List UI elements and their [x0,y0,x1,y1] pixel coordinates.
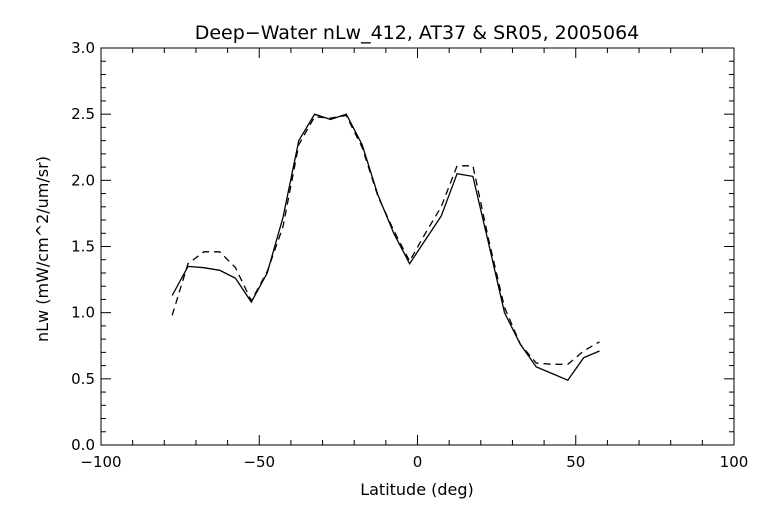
data-series [171,113,600,382]
y-tick-label: 2.0 [71,171,95,189]
axis-tick-labels: −100 −50 0 50 100 0.0 0.5 1.0 1.5 2.0 2.5 3.0 [71,39,748,471]
y-tick-label: 0.0 [71,436,95,454]
x-tick-label: −50 [243,453,275,471]
y-axis-label: nLw (mW/cm^2/um/sr) [33,156,52,342]
y-tick-label: 3.0 [71,39,95,57]
y-tick-label: 1.5 [71,238,95,256]
x-axis-label: Latitude (deg) [360,480,474,499]
chart-title: Deep−Water nLw_412, AT37 & SR05, 2005064 [195,22,640,44]
y-tick-label: 2.5 [71,105,95,123]
x-tick-label: 100 [720,453,749,471]
y-tick-label: 0.5 [71,370,95,388]
series-line-solid [171,113,600,382]
x-tick-label: −100 [80,453,121,471]
series-line-dashed [171,114,600,365]
x-tick-label: 0 [413,453,423,471]
axis-ticks [100,47,735,446]
y-tick-label: 1.0 [71,304,95,322]
x-tick-label: 50 [566,453,585,471]
